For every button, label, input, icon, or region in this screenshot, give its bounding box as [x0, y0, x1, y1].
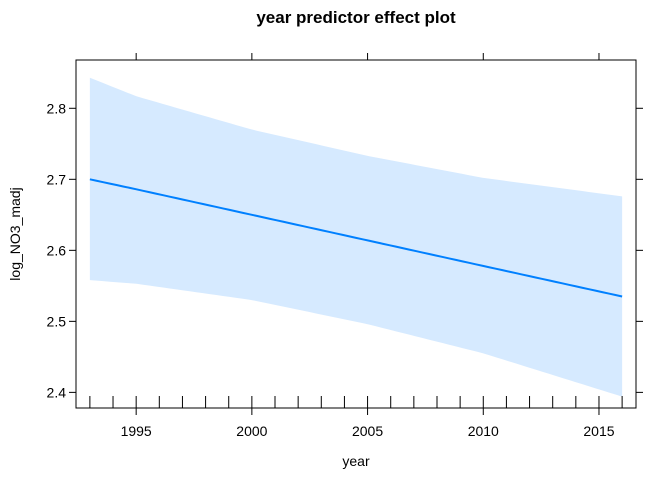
plot-frame [75, 59, 637, 409]
fit-line [89, 178, 623, 298]
x-rug [89, 396, 623, 408]
x-tick-label: 2000 [236, 423, 267, 439]
x-tick-label: 2005 [352, 423, 383, 439]
x-tick-label: 2010 [468, 423, 499, 439]
plot-area [75, 59, 637, 409]
x-axis-label: year [342, 453, 370, 469]
x-tick-label: 1995 [121, 423, 152, 439]
y-tick-label: 2.8 [47, 100, 67, 116]
x-axis: 1995 2000 2005 2010 2015 [121, 53, 615, 439]
y-axis: 2.4 2.5 2.6 2.7 2.8 [47, 100, 643, 400]
y-axis-label: log_NO3_madj [7, 187, 23, 280]
y-tick-label: 2.6 [47, 242, 67, 258]
y-tick-label: 2.7 [47, 171, 67, 187]
y-tick-label: 2.5 [47, 313, 67, 329]
y-tick-label: 2.4 [47, 384, 67, 400]
chart-title: year predictor effect plot [256, 8, 456, 27]
x-tick-label: 2015 [583, 423, 614, 439]
